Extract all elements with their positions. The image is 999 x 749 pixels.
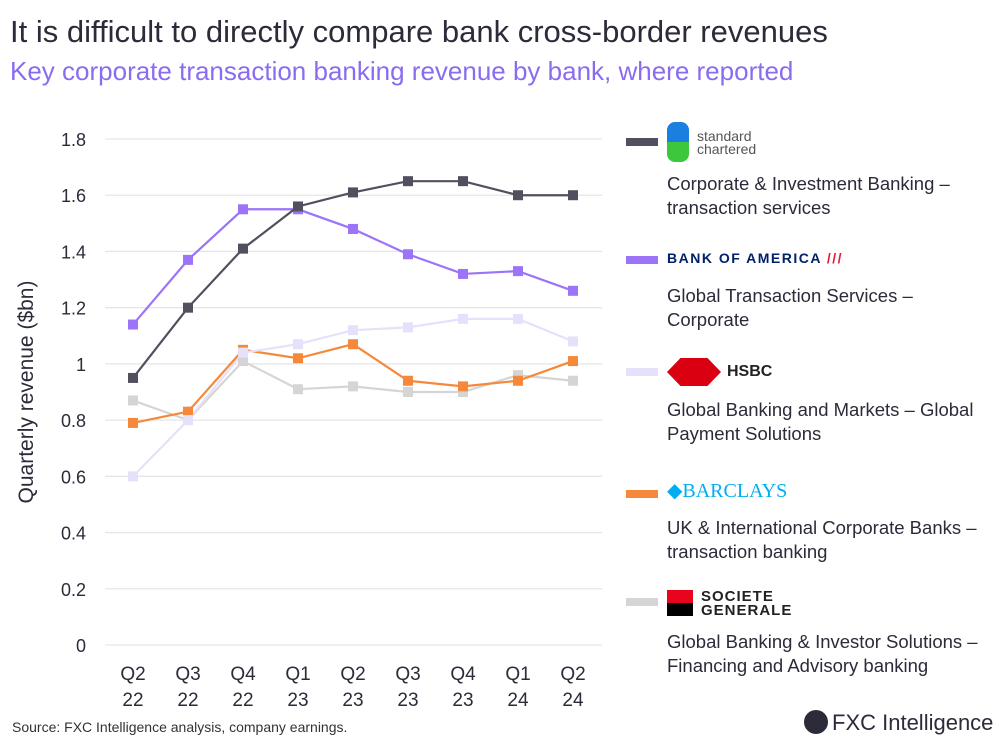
x-tick-label-year: 23: [342, 690, 363, 711]
societe-generale-logo: SOCIETE GENERALE: [667, 589, 792, 620]
data-point: [293, 384, 303, 395]
data-point: [403, 375, 413, 386]
data-point: [293, 353, 303, 364]
x-tick-label-quarter: Q1: [505, 664, 530, 685]
data-point: [458, 176, 468, 187]
y-tick-label: 0.8: [61, 411, 86, 431]
data-point: [128, 471, 138, 482]
x-tick-label-year: 23: [452, 690, 473, 711]
data-point: [568, 285, 578, 296]
y-tick-label: 0.2: [61, 580, 86, 600]
data-point: [458, 381, 468, 392]
data-point: [513, 190, 523, 201]
data-point: [403, 322, 413, 333]
data-point: [513, 313, 523, 324]
data-point: [513, 375, 523, 386]
barclays-logo: ◆BARCLAYS: [667, 480, 788, 502]
y-tick-label: 0.4: [61, 524, 86, 544]
data-point: [128, 372, 138, 383]
data-point: [293, 201, 303, 212]
legend-swatch: [626, 138, 658, 146]
legend-swatch: [626, 490, 658, 498]
x-tick-label-year: 24: [507, 690, 529, 711]
x-tick-label-quarter: Q3: [175, 664, 200, 685]
chart-subtitle: Key corporate transaction banking revenu…: [10, 56, 794, 86]
data-point: [513, 266, 523, 277]
legend-swatch: [626, 368, 658, 376]
legend-swatch: [626, 256, 658, 264]
data-point: [513, 370, 523, 381]
x-tick-label-quarter: Q2: [560, 664, 585, 685]
x-tick-label-year: 22: [122, 690, 143, 711]
source-note: Source: FXC Intelligence analysis, compa…: [12, 719, 348, 735]
data-point: [403, 176, 413, 187]
x-tick-label-quarter: Q3: [395, 664, 420, 685]
data-point: [568, 356, 578, 367]
data-point: [403, 387, 413, 397]
data-point: [183, 406, 193, 417]
sg-square-icon: [667, 590, 693, 616]
x-tick-label-quarter: Q1: [285, 664, 310, 685]
data-point: [183, 415, 193, 426]
y-tick-label: 1.2: [61, 299, 86, 319]
data-point: [128, 417, 138, 428]
x-tick-label-quarter: Q2: [340, 664, 365, 685]
data-point: [348, 381, 358, 392]
legend-swatch: [626, 598, 658, 606]
data-point: [238, 204, 248, 215]
y-tick-label: 1: [76, 355, 86, 375]
standard-chartered-logo: standard chartered: [667, 122, 756, 162]
sc-logo-icon: [667, 122, 689, 162]
data-point: [183, 254, 193, 265]
x-tick-label-quarter: Q2: [120, 664, 145, 685]
brand-name: FXC Intelligence: [832, 710, 994, 735]
data-point: [238, 356, 248, 367]
y-tick-label: 1.8: [61, 130, 86, 150]
data-point: [348, 325, 358, 336]
data-point: [128, 319, 138, 330]
x-tick-label-year: 23: [397, 690, 418, 711]
data-point: [238, 243, 248, 254]
data-point: [568, 336, 578, 347]
hsbc-hexagon-icon: [667, 358, 721, 386]
data-point: [458, 313, 468, 324]
x-tick-label-quarter: Q4: [450, 664, 476, 685]
legend-description: Global Banking & Investor Solutions – Fi…: [667, 631, 978, 676]
x-tick-label-year: 22: [232, 690, 253, 711]
data-point: [403, 249, 413, 260]
hsbc-logo: HSBC: [667, 358, 772, 386]
legend-description: Corporate & Investment Banking – transac…: [667, 173, 950, 218]
data-point: [568, 190, 578, 201]
data-point: [348, 187, 358, 198]
x-tick-label-year: 23: [287, 690, 308, 711]
legend-description: Global Banking and Markets – Global Paym…: [667, 399, 974, 444]
line-chart: Quarterly revenue ($bn) 0 0.2 0.4 0.6 0.8 1 1.…: [15, 130, 602, 711]
x-tick-label-year: 24: [562, 690, 584, 711]
y-tick-label: 0: [76, 636, 86, 656]
brand-logo: FXC Intelligence: [804, 710, 993, 736]
data-point: [458, 387, 468, 397]
y-tick-label: 1.4: [61, 242, 86, 262]
y-tick-label: 1.6: [61, 186, 86, 206]
data-point: [238, 347, 248, 358]
chart-title: It is difficult to directly compare bank…: [10, 14, 828, 49]
eagle-icon: ◆: [667, 480, 683, 502]
legend-description: UK & International Corporate Banks – tra…: [667, 517, 977, 562]
data-point: [348, 339, 358, 350]
data-point: [458, 268, 468, 279]
data-point: [568, 375, 578, 386]
data-point: [183, 302, 193, 313]
fxc-logo-icon: [804, 710, 828, 734]
bank-of-america-logo: BANK OF AMERICA ///: [667, 250, 844, 266]
boa-flag-icon: ///: [826, 250, 844, 266]
y-tick-label: 0.6: [61, 467, 86, 487]
y-axis-label: Quarterly revenue ($bn): [15, 281, 38, 504]
legend-description: Global Transaction Services – Corporate: [667, 285, 913, 330]
x-tick-label-year: 22: [177, 690, 198, 711]
x-tick-label-quarter: Q4: [230, 664, 256, 685]
data-point: [348, 223, 358, 234]
data-point: [293, 339, 303, 350]
data-point: [128, 395, 138, 406]
